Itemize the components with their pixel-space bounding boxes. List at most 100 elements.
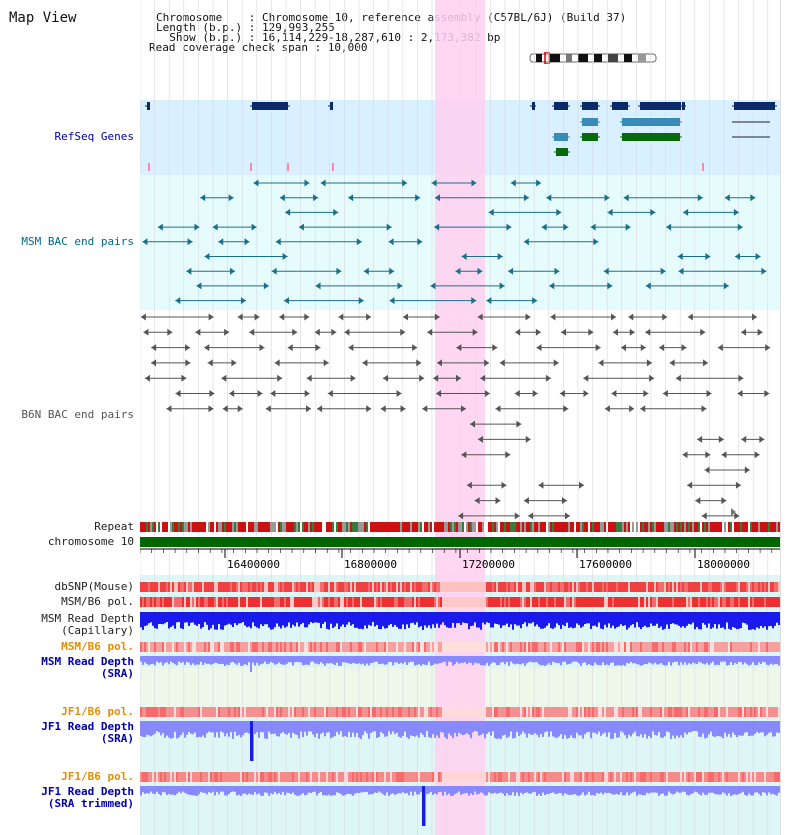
- msm-b6-pol-sra-cell: [540, 642, 542, 652]
- jf1-b6-pol-2-cell: [682, 772, 684, 782]
- jf1-depth-trimmed-bar: [262, 786, 264, 796]
- msm-b6-pol-cell: [394, 597, 396, 607]
- jf1-b6-pol-cell: [566, 707, 568, 717]
- msm-b6-pol-cell: [348, 597, 350, 607]
- jf1-depth-sra-bar: [526, 721, 528, 738]
- label-b6n-bac[interactable]: B6N BAC end pairs: [21, 408, 134, 421]
- msm-b6-pol-cell: [256, 597, 258, 607]
- msm-depth-sra-bar: [690, 656, 692, 665]
- jf1-depth-trimmed-bar: [146, 786, 148, 794]
- repeat-segment: [694, 522, 696, 532]
- msm-depth-sra-bar: [530, 656, 532, 662]
- msm-depth-capillary-bar: [540, 612, 542, 629]
- jf1-b6-pol-cell: [488, 707, 490, 717]
- jf1-depth-sra-bar: [500, 721, 502, 739]
- jf1-b6-pol-cell: [162, 707, 164, 717]
- msm-depth-capillary-bar: [590, 612, 592, 629]
- jf1-b6-pol-cell: [396, 707, 398, 717]
- jf1-depth-trimmed-bar: [612, 786, 614, 795]
- jf1-depth-trimmed-bar: [538, 786, 540, 795]
- jf1-depth-trimmed-bar: [632, 786, 634, 793]
- repeat-segment: [552, 522, 554, 532]
- dbsnp-cell: [324, 582, 326, 592]
- msm-b6-pol-sra-cell: [596, 642, 598, 652]
- track-canvas[interactable]: 16400000 16800000 17200000 17600000 18000000: [140, 0, 780, 835]
- msm-depth-sra-bar: [664, 656, 666, 666]
- label-jf1-b6-pol: JF1/B6 pol.: [61, 705, 134, 718]
- msm-depth-sra-bar: [682, 656, 684, 665]
- axis-tick-label: 16400000: [227, 558, 280, 571]
- msm-b6-pol-cell: [322, 597, 324, 607]
- jf1-b6-pol-cell: [586, 707, 588, 717]
- dbsnp-cell: [190, 582, 192, 592]
- msm-b6-pol-sra-cell: [300, 642, 302, 652]
- repeat-segment: [736, 522, 738, 532]
- jf1-depth-trimmed-bar: [778, 786, 780, 793]
- msm-b6-pol-cell: [464, 597, 466, 607]
- jf1-b6-pol-cell: [354, 707, 356, 717]
- label-msm-bac[interactable]: MSM BAC end pairs: [21, 235, 134, 248]
- b6n-bac-pair-end: [484, 359, 490, 367]
- msm-b6-pol-sra-cell: [682, 642, 684, 652]
- msm-depth-capillary-bar: [756, 612, 758, 628]
- jf1-b6-pol-2-cell: [312, 772, 314, 782]
- msm-b6-pol-sra-cell: [408, 642, 410, 652]
- msm-depth-sra-bar: [186, 656, 188, 662]
- msm-depth-sra-bar: [304, 656, 306, 665]
- dbsnp-cell: [664, 582, 666, 592]
- jf1-b6-pol-2-cell: [532, 772, 534, 782]
- msm-depth-sra-bar: [376, 656, 378, 662]
- jf1-b6-pol-cell: [430, 707, 432, 717]
- jf1-depth-trimmed-bar: [528, 786, 530, 794]
- jf1-b6-pol-2-cell: [742, 772, 744, 782]
- jf1-depth-sra-bar: [186, 721, 188, 735]
- msm-b6-pol-cell: [590, 597, 592, 607]
- msm-depth-sra-bar: [604, 656, 606, 666]
- msm-depth-capillary-bar: [370, 612, 372, 626]
- repeat-segment: [350, 522, 352, 532]
- b6n-bac-pair-end: [523, 497, 529, 505]
- jf1-b6-pol-2-cell: [466, 772, 468, 782]
- msm-b6-pol-sra-cell: [602, 642, 604, 652]
- msm-depth-capillary-bar: [530, 612, 532, 624]
- dbsnp-cell: [146, 582, 148, 592]
- jf1-b6-pol-2-cell: [142, 772, 144, 782]
- refseq-gene: [734, 102, 775, 110]
- jf1-b6-pol-cell: [170, 707, 172, 717]
- msm-b6-pol-sra-cell: [202, 642, 204, 652]
- msm-depth-capillary-bar: [578, 612, 580, 625]
- msm-b6-pol-sra-cell: [528, 642, 530, 652]
- dbsnp-cell: [336, 582, 338, 592]
- repeat-segment: [402, 522, 404, 532]
- jf1-depth-sra-bar: [742, 721, 744, 736]
- jf1-b6-pol-cell: [636, 707, 638, 717]
- repeat-segment: [774, 522, 776, 532]
- dbsnp-cell: [626, 582, 628, 592]
- jf1-b6-pol-cell: [720, 707, 722, 717]
- msm-b6-pol-sra-cell: [778, 642, 780, 652]
- msm-depth-capillary-bar: [442, 612, 444, 623]
- dbsnp-cell: [506, 582, 508, 592]
- msm-b6-pol-cell: [344, 597, 346, 607]
- repeat-segment: [224, 522, 226, 532]
- jf1-depth-sra-bar: [204, 721, 206, 738]
- msm-depth-sra-bar: [412, 656, 414, 662]
- msm-b6-pol-cell: [588, 597, 590, 607]
- msm-depth-sra-bar: [236, 656, 238, 665]
- msm-depth-capillary-bar: [692, 612, 694, 623]
- msm-depth-capillary-bar: [176, 612, 178, 623]
- jf1-b6-pol-2-cell: [344, 772, 346, 782]
- dbsnp-cell: [212, 582, 214, 592]
- chromosome-ideogram[interactable]: [528, 52, 660, 64]
- jf1-depth-sra-bar: [316, 721, 318, 734]
- jf1-depth-trimmed-bar: [166, 786, 168, 795]
- msm-b6-pol-cell: [368, 597, 370, 607]
- repeat-segment: [566, 522, 568, 532]
- label-msm-read-depth-sra-2: (SRA): [100, 667, 134, 680]
- repeat-segment: [676, 522, 678, 532]
- jf1-b6-pol-cell: [322, 707, 324, 717]
- msm-depth-sra-bar: [216, 656, 218, 663]
- msm-depth-capillary-bar: [462, 612, 464, 623]
- jf1-depth-trimmed-bar: [672, 786, 674, 795]
- label-refseq-genes[interactable]: RefSeq Genes: [54, 130, 134, 143]
